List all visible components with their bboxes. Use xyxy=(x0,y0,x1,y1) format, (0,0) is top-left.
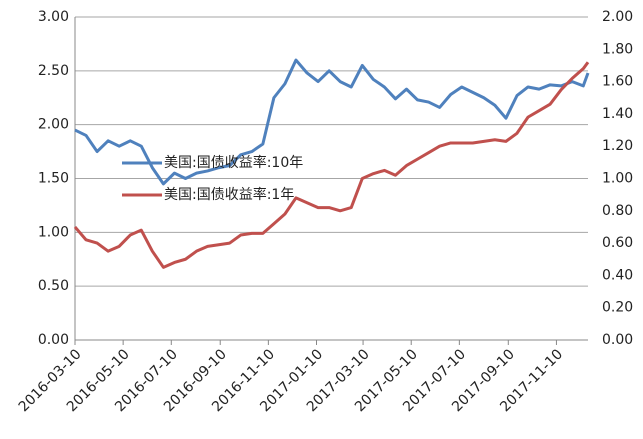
legend-label: 美国:国债收益率:1年 xyxy=(164,186,294,203)
y2-tick-label: 0.00 xyxy=(602,332,633,348)
y-tick-label: 2.00 xyxy=(38,117,69,133)
y2-tick-label: 1.40 xyxy=(602,106,633,122)
y2-tick-label: 1.80 xyxy=(602,41,633,57)
y2-tick-label: 0.60 xyxy=(602,235,633,251)
y-tick-label: 3.00 xyxy=(38,9,69,25)
legend-label: 美国:国债收益率:10年 xyxy=(164,154,303,171)
series-line xyxy=(74,58,590,186)
y-tick-label: 2.50 xyxy=(38,63,69,79)
y2-tick-label: 0.20 xyxy=(602,300,633,316)
y2-tick-label: 2.00 xyxy=(602,9,633,25)
y2-tick-label: 0.40 xyxy=(602,267,633,283)
y-tick-label: 1.50 xyxy=(38,171,69,187)
y-tick-label: 0.00 xyxy=(38,332,69,348)
y2-tick-label: 1.60 xyxy=(602,74,633,90)
series-line xyxy=(73,61,590,269)
y-tick-label: 1.00 xyxy=(38,224,69,240)
y2-tick-label: 1.00 xyxy=(602,171,633,187)
y2-tick-label: 1.20 xyxy=(602,138,633,154)
y-tick-label: 0.50 xyxy=(38,278,69,294)
y2-tick-label: 0.80 xyxy=(602,203,633,219)
